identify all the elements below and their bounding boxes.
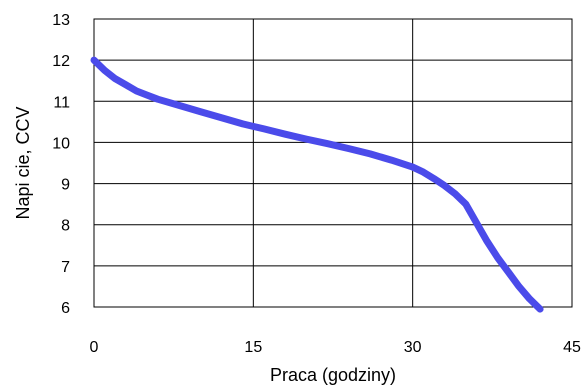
y-tick-label: 9	[61, 177, 70, 194]
x-tick-labels: 0 15 30 45	[90, 339, 581, 356]
data-series	[90, 56, 544, 313]
y-tick-label: 8	[61, 218, 70, 235]
y-tick-label: 13	[52, 12, 70, 29]
y-tick-label: 7	[61, 259, 70, 276]
y-axis-label: Napi cie, CCV	[13, 106, 33, 219]
y-tick-label: 11	[53, 94, 70, 111]
x-tick-label: 45	[563, 339, 581, 356]
plot-area-frame	[93, 18, 573, 308]
series-line-0	[90, 56, 544, 313]
x-tick-label: 0	[90, 339, 99, 356]
x-tick-label: 30	[404, 339, 422, 356]
y-tick-label: 6	[61, 300, 70, 317]
y-tick-label: 10	[52, 135, 70, 152]
y-tick-labels: 6 7 8 9 10 11 12 13	[52, 12, 70, 317]
x-tick-label: 15	[244, 339, 262, 356]
x-axis-label: Praca (godziny)	[270, 365, 396, 385]
y-tick-label: 12	[52, 53, 70, 70]
